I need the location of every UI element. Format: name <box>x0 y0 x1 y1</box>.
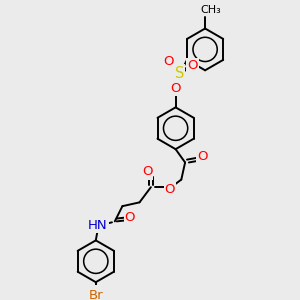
Text: O: O <box>170 82 181 95</box>
Text: HN: HN <box>88 219 107 232</box>
Text: Br: Br <box>88 289 103 300</box>
Text: O: O <box>163 55 173 68</box>
Text: S: S <box>175 66 184 81</box>
Text: O: O <box>165 183 175 196</box>
Text: O: O <box>125 211 135 224</box>
Text: O: O <box>142 166 152 178</box>
Text: O: O <box>188 59 198 72</box>
Text: CH₃: CH₃ <box>200 4 221 14</box>
Text: O: O <box>197 150 208 163</box>
